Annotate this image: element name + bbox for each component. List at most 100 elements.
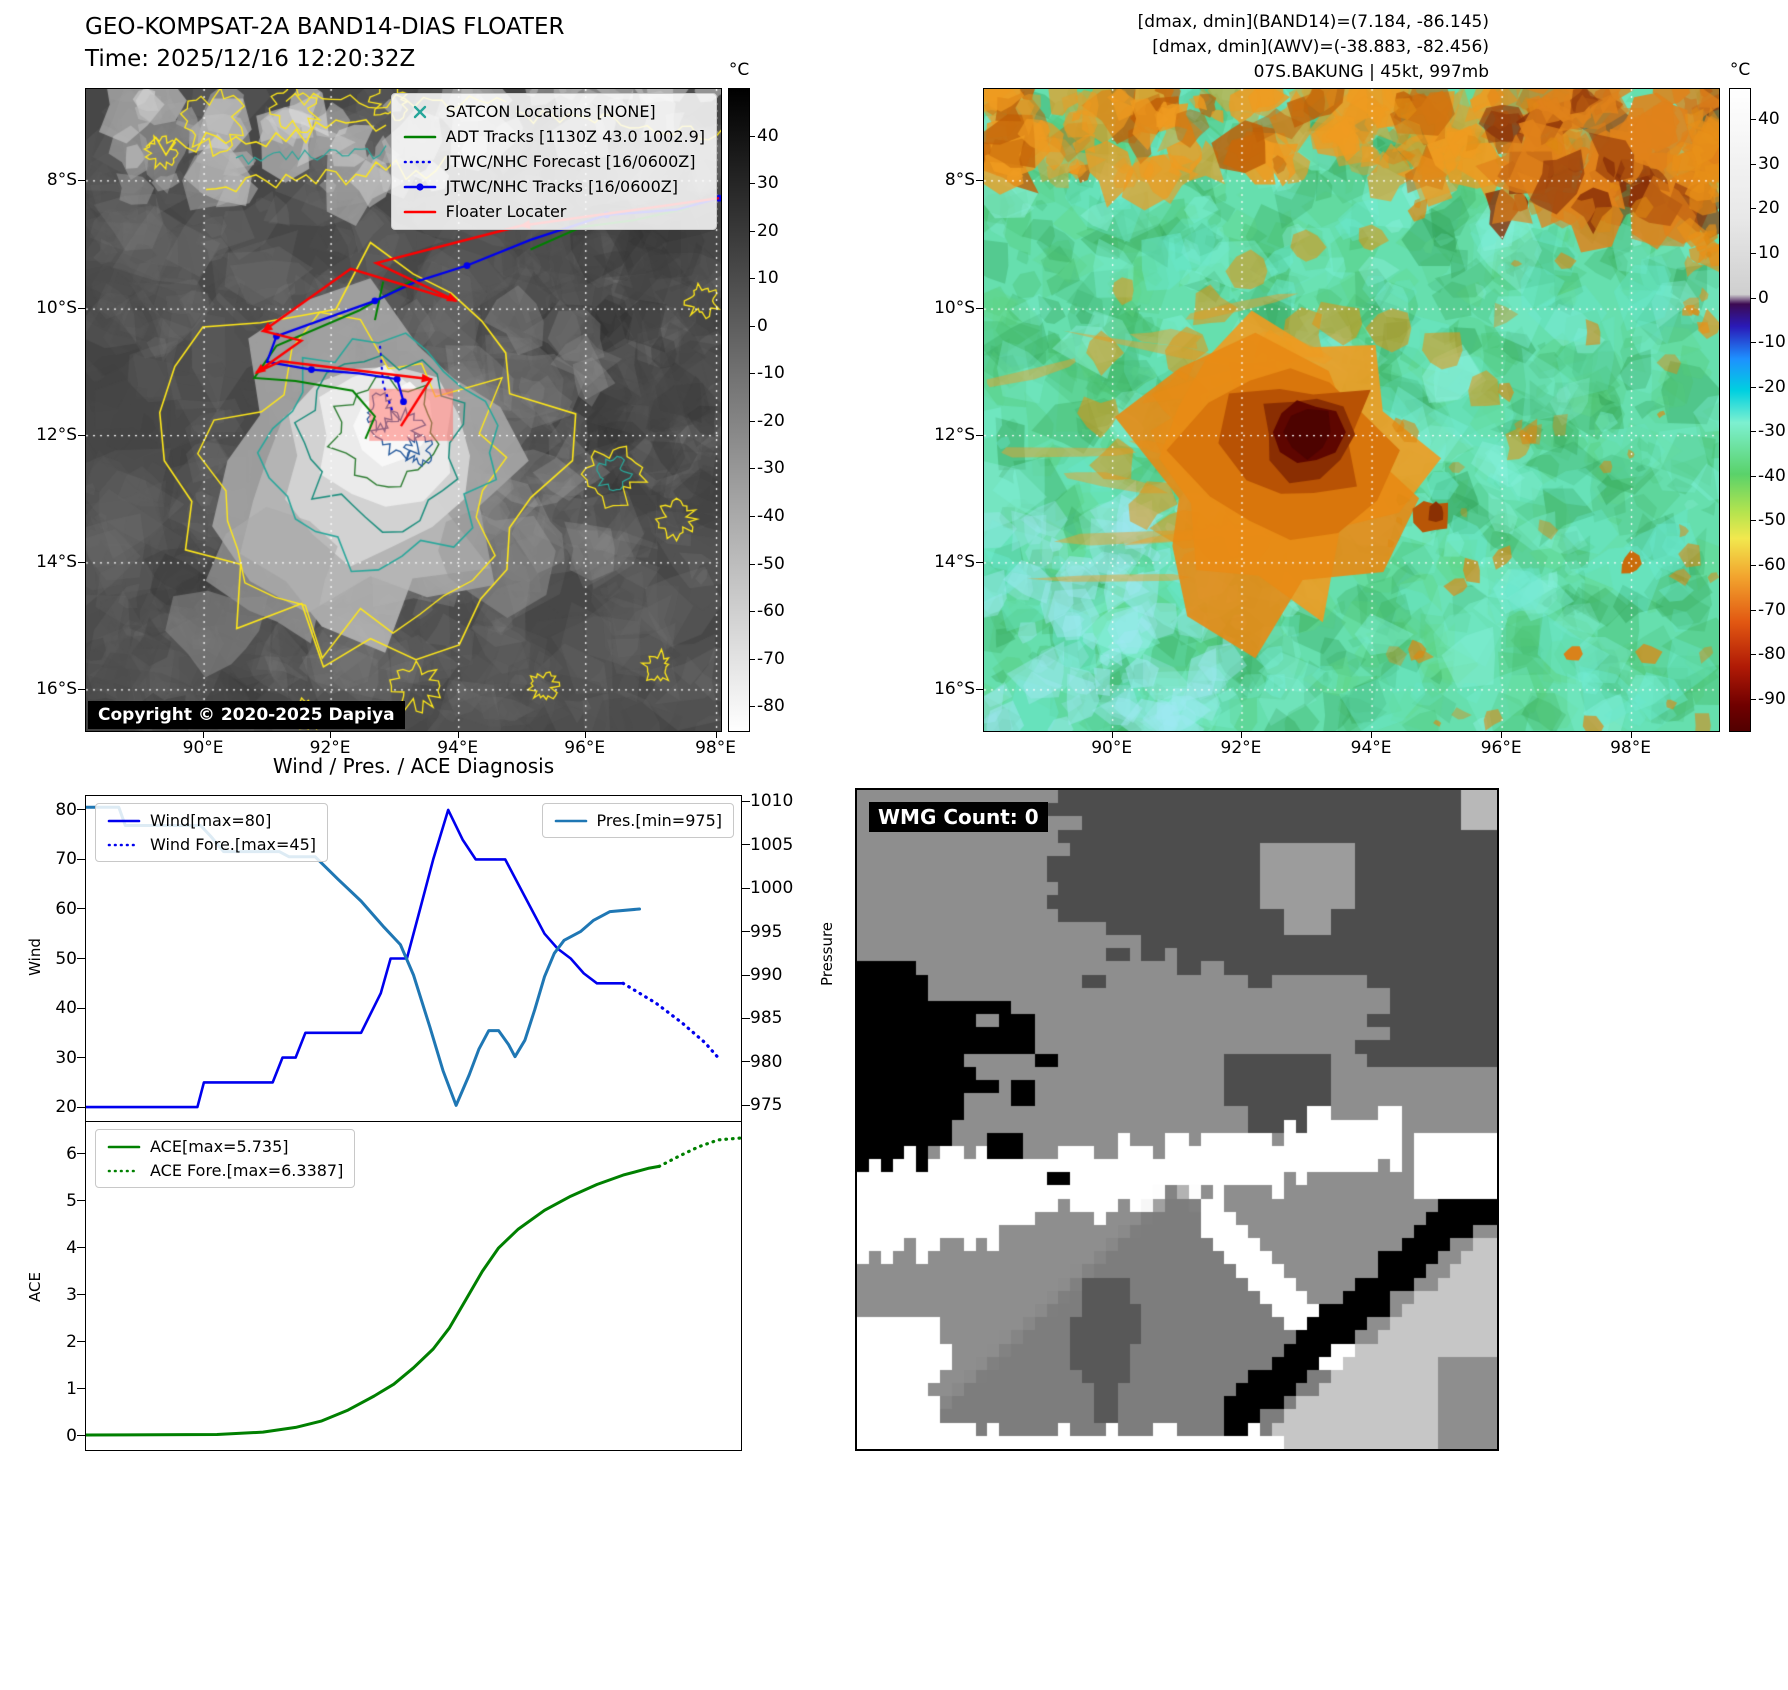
wmg-image xyxy=(857,790,1497,1449)
cbar2-tick: 30 xyxy=(1758,153,1780,174)
map1-ytickmark xyxy=(78,688,85,690)
map1-xtick: 92°E xyxy=(309,738,351,758)
legend-label: ACE[max=5.735] xyxy=(150,1137,289,1156)
map2-ytickmark xyxy=(976,179,983,181)
cbar1-tick: -80 xyxy=(757,696,785,717)
map1-xtickmark xyxy=(457,732,459,738)
cbar2-tick: -50 xyxy=(1758,510,1786,531)
cbar2-tickmark xyxy=(1751,208,1756,210)
cbar1-tickmark xyxy=(750,230,755,232)
legend-label: Wind[max=80] xyxy=(150,811,272,830)
wind-chart-ytickmark xyxy=(77,1106,85,1108)
pressure-axis-label: Pressure xyxy=(818,921,837,987)
panel2-header-line-1: [dmax, dmin](BAND14)=(7.184, -86.145) xyxy=(1137,12,1489,32)
cbar2-tick: -20 xyxy=(1758,376,1786,397)
map1-xtick: 96°E xyxy=(564,738,606,758)
ace-chart-ytick: 3 xyxy=(66,1284,77,1305)
band14-satellite-map: SATCON Locations [NONE] ADT Tracks [1130Z… xyxy=(85,88,722,732)
wind-chart-y2tick: 1000 xyxy=(750,878,794,899)
cbar1-tickmark xyxy=(750,468,755,470)
awv-satellite-map xyxy=(983,88,1720,732)
legend-label: ACE Fore.[max=6.3387] xyxy=(150,1161,344,1180)
wind-chart-y2tick: 1010 xyxy=(750,791,794,812)
cbar2-tick: -30 xyxy=(1758,421,1786,442)
cbar2-tick: -10 xyxy=(1758,332,1786,353)
wind-chart-ytick: 30 xyxy=(55,1047,77,1068)
cbar1-tick: -70 xyxy=(757,648,785,669)
legend-entry: SATCON Locations [NONE] xyxy=(403,102,705,121)
ace-chart-ytickmark xyxy=(77,1153,85,1155)
cbar1-tickmark xyxy=(750,611,755,613)
map2-xtick: 90°E xyxy=(1091,738,1133,758)
ace-chart-ytickmark xyxy=(77,1294,85,1296)
panel1-title: GEO-KOMPSAT-2A BAND14-DIAS FLOATER xyxy=(85,14,565,40)
legend-entry: JTWC/NHC Tracks [16/0600Z] xyxy=(403,177,705,196)
panel2-header-line-3: 07S.BAKUNG | 45kt, 997mb xyxy=(1253,62,1489,82)
wind-chart-y2tickmark xyxy=(742,887,750,889)
wind-chart-y2tick: 985 xyxy=(750,1008,783,1029)
legend-label: JTWC/NHC Tracks [16/0600Z] xyxy=(445,177,678,196)
cbar2-tick: -40 xyxy=(1758,465,1786,486)
map1-xtickmark xyxy=(203,732,205,738)
ace-chart-ytickmark xyxy=(77,1200,85,1202)
dotted-swatch-icon xyxy=(403,160,436,163)
ace-chart-plot xyxy=(86,1136,741,1437)
cbar2-tick: 40 xyxy=(1758,109,1780,130)
legend-label: SATCON Locations [NONE] xyxy=(445,102,656,121)
wind-chart-y2tick: 995 xyxy=(750,921,783,942)
diagnosis-chart-title: Wind / Pres. / ACE Diagnosis xyxy=(272,754,555,778)
map1-ytickmark xyxy=(78,179,85,181)
cbar2-tick: -90 xyxy=(1758,688,1786,709)
cbar1-tickmark xyxy=(750,516,755,517)
ace-chart-series-1 xyxy=(657,1136,741,1169)
copyright-label: Copyright © 2020-2025 Dapiya xyxy=(88,701,405,729)
cbar2-tickmark xyxy=(1751,431,1756,433)
legend-label: Floater Locater xyxy=(445,202,567,221)
wind-chart-ytick: 20 xyxy=(55,1097,77,1118)
wind-chart-y2tick: 990 xyxy=(750,965,783,985)
wind-chart-y2tickmark xyxy=(742,931,750,933)
map2-xtick: 98°E xyxy=(1610,738,1651,758)
legend-entry: JTWC/NHC Forecast [16/0600Z] xyxy=(403,152,705,171)
legend-entry: Wind Fore.[max=45] xyxy=(107,835,316,854)
cbar1-tickmark xyxy=(750,278,755,280)
legend-label: Wind Fore.[max=45] xyxy=(150,835,316,854)
wind-chart-y2tick: 975 xyxy=(750,1095,783,1116)
legend-label: ADT Tracks [1130Z 43.0 1002.9] xyxy=(445,127,705,146)
cbar1-tickmark xyxy=(750,563,755,565)
map1-ytick: 8°S xyxy=(46,169,77,190)
legend-entry: Floater Locater xyxy=(403,202,705,221)
wind-chart-ytickmark xyxy=(77,958,85,959)
cbar1-tick: -30 xyxy=(757,458,785,479)
cbar2-tickmark xyxy=(1751,119,1756,121)
legend-entry: Wind[max=80] xyxy=(107,811,316,830)
map2-xtick: 92°E xyxy=(1220,738,1262,758)
cbar2-tickmark xyxy=(1751,386,1756,388)
wind-chart-ytick: 60 xyxy=(55,898,77,919)
ace-chart-ytickmark xyxy=(77,1341,85,1343)
ace-chart-ytickmark xyxy=(77,1435,85,1437)
wind-chart-ytick: 50 xyxy=(55,948,77,969)
wind-chart-y2tickmark xyxy=(742,844,750,846)
cbar2-tick: 20 xyxy=(1758,198,1780,219)
wind-chart-y2tickmark xyxy=(742,1104,750,1106)
panel2-header-line-2: [dmax, dmin](AWV)=(-38.883, -82.456) xyxy=(1152,37,1489,57)
map2-ytickmark xyxy=(976,561,983,563)
cbar2-tick: 0 xyxy=(1758,287,1769,308)
line-swatch-icon xyxy=(554,819,587,822)
wmg-count-label: WMG Count: 0 xyxy=(869,802,1048,832)
legend-label: JTWC/NHC Forecast [16/0600Z] xyxy=(445,152,696,171)
cbar1-tickmark xyxy=(750,183,755,185)
cbar2-tickmark xyxy=(1751,565,1756,567)
map2-xtickmark xyxy=(1240,732,1242,738)
legend-entry: ACE[max=5.735] xyxy=(107,1137,343,1156)
wind-chart-ytick: 70 xyxy=(55,849,77,870)
cbar1-tick: 0 xyxy=(757,315,768,336)
line-swatch-icon xyxy=(107,819,141,822)
line-swatch-icon xyxy=(403,210,436,213)
cbar1-tickmark xyxy=(750,373,755,375)
cbar1-tickmark xyxy=(750,658,755,660)
map1-xtick: 90°E xyxy=(182,738,224,758)
wind-chart-ytickmark xyxy=(77,1007,85,1009)
